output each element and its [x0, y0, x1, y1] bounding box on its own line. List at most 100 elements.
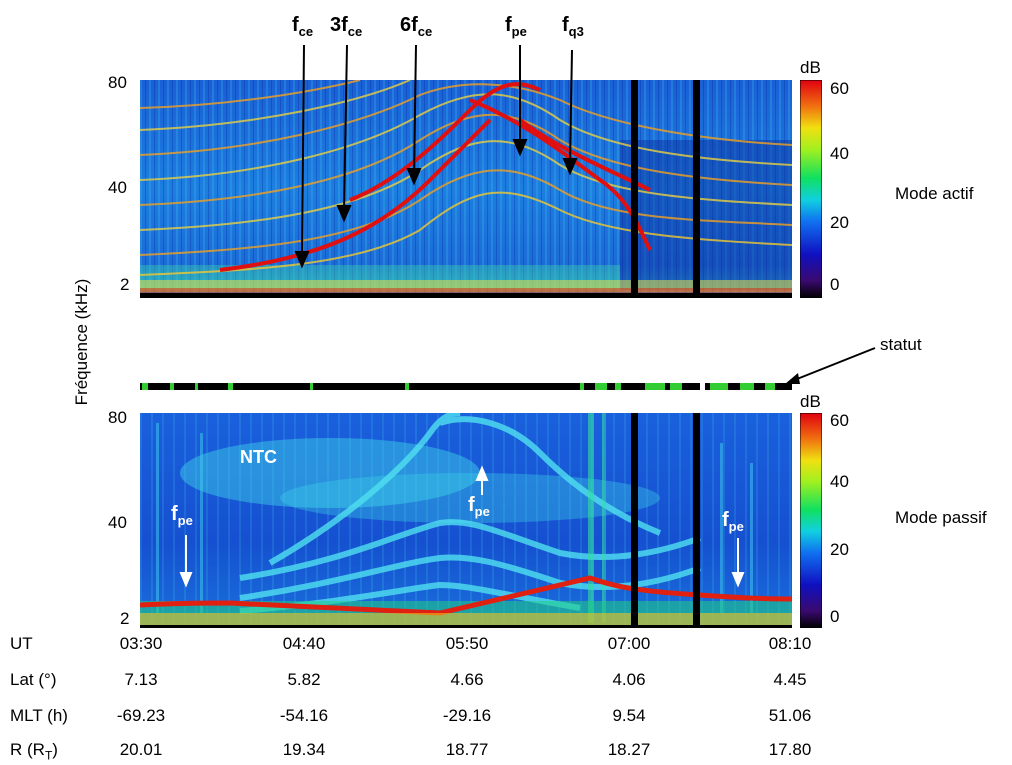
- vertical-spike: [588, 413, 594, 623]
- y-tick-label: 80: [108, 73, 127, 92]
- colorbar-tick: 0: [830, 607, 840, 626]
- annotation-fce: fce: [292, 14, 314, 39]
- arrowhead: [406, 168, 422, 186]
- annotation-arrows: [294, 44, 578, 269]
- r-value: 17.80: [768, 740, 812, 759]
- annotation-3fce: 3fce: [330, 14, 363, 39]
- mlt-value: 51.06: [768, 706, 812, 725]
- r-value: 18.27: [607, 740, 651, 759]
- row-label-mlt: MLT (h): [10, 706, 68, 725]
- annotation-fpe-middle: fpe: [468, 494, 490, 519]
- annotation-fpe-left: fpe: [171, 503, 193, 528]
- arrowhead: [562, 158, 578, 176]
- harmonic-line: [140, 140, 792, 231]
- harmonic-line: [140, 83, 792, 156]
- arrow-3fce: [343, 44, 348, 213]
- mlt-value: -69.23: [116, 706, 166, 725]
- y-tick-label: 40: [108, 513, 127, 532]
- ut-value: 04:40: [282, 634, 326, 653]
- harmonic-line: [140, 191, 792, 276]
- data-gap: [693, 413, 700, 628]
- arrow-fce: [301, 44, 305, 259]
- colorbar-tick: 0: [830, 275, 840, 294]
- status-flags: [142, 383, 775, 390]
- harmonic-line: [140, 93, 792, 181]
- axis-baseline: [140, 625, 792, 628]
- red-emission: [219, 82, 652, 272]
- lat-value: 4.66: [450, 670, 484, 689]
- vertical-spike: [602, 413, 606, 623]
- arrowhead: [475, 465, 489, 481]
- harmonic-line: [140, 80, 411, 131]
- colorbar-tick: 60: [830, 411, 849, 430]
- ut-value: 05:50: [445, 634, 489, 653]
- status-flag: [740, 383, 754, 390]
- y-tick-label: 2: [120, 609, 130, 628]
- fce-trace: [219, 118, 492, 272]
- ntc-emission: [280, 473, 660, 523]
- passive-band: [268, 413, 461, 566]
- arrowhead: [179, 572, 193, 588]
- r-value: 20.01: [119, 740, 163, 759]
- lat-value: 7.13: [124, 670, 158, 689]
- data-gap: [631, 80, 638, 298]
- status-flag: [580, 383, 584, 390]
- status-flag: [595, 383, 607, 390]
- annotation-fpe-right: fpe: [722, 509, 744, 534]
- colorbar-tick: 40: [830, 144, 849, 163]
- vertical-spike: [200, 433, 203, 613]
- fpe-red-trace: [140, 575, 792, 616]
- passive-mode-label: Mode passif: [895, 508, 987, 527]
- ut-value: 07:00: [607, 634, 651, 653]
- status-flag: [645, 383, 665, 390]
- arrowhead: [512, 139, 528, 157]
- annotation-ntc: NTC: [240, 447, 277, 467]
- active-colorbar: [800, 80, 822, 298]
- lat-value: 4.06: [612, 670, 646, 689]
- passive-spectrogram: [140, 413, 792, 628]
- colorbar-tick: 60: [830, 79, 849, 98]
- status-gap: [700, 383, 705, 390]
- harmonic-line: [140, 80, 361, 109]
- harmonic-lines: [140, 80, 792, 276]
- row-label-r: R (RT): [10, 740, 58, 763]
- bottom-band: [140, 288, 792, 293]
- annotation-fpe: fpe: [505, 14, 527, 39]
- status-flag: [670, 383, 682, 390]
- status-flag: [405, 383, 409, 390]
- status-flag: [142, 383, 148, 390]
- row-label-ut: UT: [10, 634, 33, 653]
- mlt-value: -54.16: [279, 706, 329, 725]
- status-flag: [195, 383, 198, 390]
- status-flag: [170, 383, 174, 390]
- status-flag: [710, 383, 728, 390]
- ntc-emission: [180, 438, 480, 508]
- lat-value: 4.45: [773, 670, 807, 689]
- annotation-6fce: 6fce: [400, 14, 433, 39]
- passive-band: [439, 416, 662, 536]
- colorbar-unit: dB: [800, 392, 821, 411]
- y-tick-label: 2: [120, 275, 130, 294]
- status-flag: [615, 383, 621, 390]
- row-label-lat: Lat (°): [10, 670, 57, 689]
- y-tick-label: 40: [108, 178, 127, 197]
- lat-value: 5.82: [287, 670, 321, 689]
- status-bar: [140, 383, 792, 390]
- data-gap: [693, 80, 700, 298]
- vertical-spike: [720, 443, 723, 613]
- arrowhead: [294, 251, 310, 269]
- status-flag: [310, 383, 313, 390]
- mlt-value: -29.16: [442, 706, 492, 725]
- data-gap: [631, 413, 638, 628]
- y-tick-label: 80: [108, 408, 127, 427]
- colorbar-tick: 20: [830, 213, 849, 232]
- arrowhead: [336, 205, 352, 223]
- colorbar-unit: dB: [800, 58, 821, 77]
- bottom-band: [140, 613, 792, 628]
- emission-trace: [349, 82, 541, 202]
- vertical-spike: [750, 463, 753, 613]
- harmonic-line: [140, 169, 792, 256]
- arrow-6fce: [413, 44, 417, 176]
- status-flag: [765, 383, 775, 390]
